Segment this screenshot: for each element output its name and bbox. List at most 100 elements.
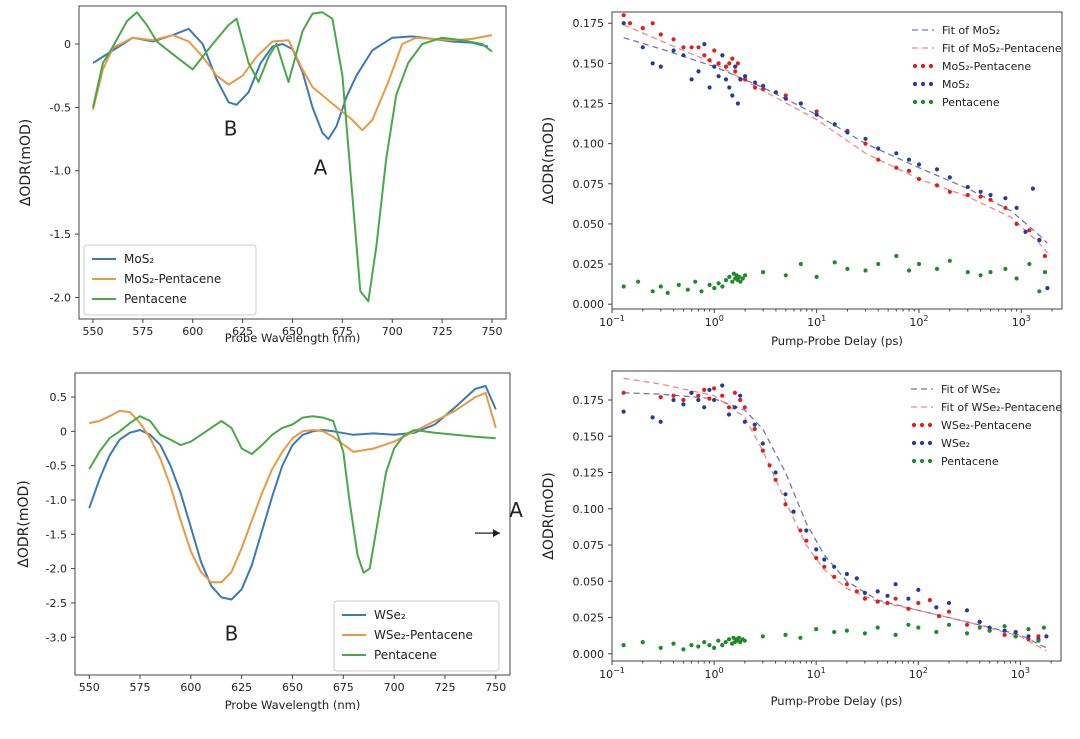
data-point-3	[752, 80, 758, 85]
data-point-3	[732, 405, 737, 410]
series-line-2	[88, 415, 496, 574]
data-point-2	[658, 32, 663, 37]
y-tick-label: 0.075	[573, 539, 605, 552]
data-point-2	[627, 21, 633, 26]
y-axis-label: ΔODR(mOD)	[16, 480, 32, 567]
x-tick-label: 700	[382, 325, 403, 338]
data-point-4	[650, 289, 655, 294]
x-tick-base: 10	[909, 316, 923, 329]
legend-swatch-dot	[919, 440, 925, 446]
data-point-3	[696, 69, 701, 74]
data-point-2	[916, 600, 921, 606]
data-point-3	[726, 412, 732, 417]
data-point-2	[712, 48, 717, 53]
legend-label: Pentacene	[374, 648, 437, 662]
data-point-4	[862, 631, 867, 636]
y-tick-label: -2.0	[50, 291, 71, 304]
data-point-2	[723, 64, 729, 69]
data-point-4	[723, 640, 728, 645]
y-axis-label: ΔODR(mOD)	[541, 472, 557, 559]
data-point-4	[658, 284, 663, 289]
x-tick-label: 100	[705, 666, 724, 681]
data-point-2	[783, 502, 788, 507]
legend-swatch-dot	[920, 81, 926, 87]
data-point-4	[893, 632, 898, 637]
data-point-2	[681, 45, 686, 50]
y-tick-label: 0.050	[573, 575, 605, 588]
data-point-2	[814, 109, 819, 114]
x-tick-label: 700	[384, 681, 405, 694]
data-point-3	[702, 42, 707, 47]
data-point-4	[742, 638, 747, 643]
legend-label: Fit of WSe₂-Pentacene	[941, 401, 1062, 414]
data-point-4	[832, 260, 837, 265]
data-point-4	[965, 270, 970, 275]
data-point-3	[689, 77, 694, 82]
data-point-3	[640, 45, 645, 50]
legend-label: MoS₂-Pentacene	[124, 272, 221, 286]
data-point-4	[712, 286, 717, 291]
data-point-4	[707, 643, 712, 648]
legend-swatch-dot	[911, 458, 917, 464]
data-point-2	[876, 157, 881, 162]
data-point-3	[1013, 629, 1018, 635]
legend-swatch-dot	[911, 440, 917, 446]
data-point-3	[798, 101, 803, 106]
legend-label: MoS₂	[942, 78, 970, 91]
x-tick-exponent: 2	[923, 314, 928, 323]
data-point-2	[732, 390, 737, 395]
data-point-4	[783, 273, 788, 278]
data-point-3	[720, 383, 725, 388]
data-point-2	[947, 189, 952, 194]
peak-annotation: A	[314, 156, 328, 180]
data-point-4	[1036, 638, 1041, 643]
x-tick-label: 102	[909, 314, 928, 329]
data-point-2	[752, 426, 757, 432]
data-point-3	[876, 146, 881, 151]
data-point-2	[804, 538, 809, 543]
data-point-3	[804, 528, 809, 533]
data-point-2	[783, 93, 788, 98]
x-tick-label: 575	[130, 681, 151, 694]
data-point-3	[707, 387, 712, 392]
x-tick-label: 103	[1012, 314, 1031, 329]
y-tick-label: 0.000	[573, 298, 605, 311]
data-point-3	[906, 596, 911, 601]
fit-line-1	[623, 24, 1048, 254]
x-tick-label: 102	[909, 666, 928, 681]
x-tick-label: 600	[180, 681, 201, 694]
x-tick-exponent: 1	[821, 666, 826, 675]
data-point-4	[1014, 276, 1019, 281]
legend-label: Fit of WSe₂	[941, 383, 1001, 396]
legend-label: WSe₂	[941, 437, 970, 450]
data-point-3	[964, 608, 970, 613]
data-point-4	[1027, 261, 1032, 267]
legend-swatch-dot	[920, 63, 926, 69]
data-point-4	[671, 641, 676, 646]
data-point-4	[894, 253, 899, 259]
data-point-3	[863, 136, 868, 141]
data-point-4	[693, 279, 698, 284]
data-point-3	[621, 21, 626, 26]
data-point-2	[767, 463, 772, 468]
data-point-2	[621, 390, 626, 395]
data-point-3	[854, 576, 859, 581]
x-tick-label: 650	[282, 681, 303, 694]
data-point-2	[742, 405, 747, 410]
x-tick-base: 10	[1011, 668, 1025, 681]
chart-top-left: 550 575 600 625 650 675 700 725 750 0 -0.5 -1.0 -1.5…	[0, 0, 515, 360]
data-point-3	[845, 130, 850, 135]
data-point-4	[730, 279, 735, 284]
data-point-4	[707, 282, 712, 287]
data-point-4	[712, 645, 717, 650]
y-tick-label: 0	[60, 425, 67, 438]
x-tick-base: 10	[807, 316, 821, 329]
x-tick-label: 750	[482, 325, 503, 338]
x-tick-exponent: −1	[613, 666, 625, 675]
data-point-2	[822, 564, 827, 569]
data-point-3	[977, 619, 982, 624]
data-point-3	[681, 53, 686, 58]
legend-swatch-dot	[912, 63, 918, 69]
x-axis-label: Probe Wavelength (nm)	[225, 331, 361, 345]
data-point-2	[696, 393, 701, 398]
